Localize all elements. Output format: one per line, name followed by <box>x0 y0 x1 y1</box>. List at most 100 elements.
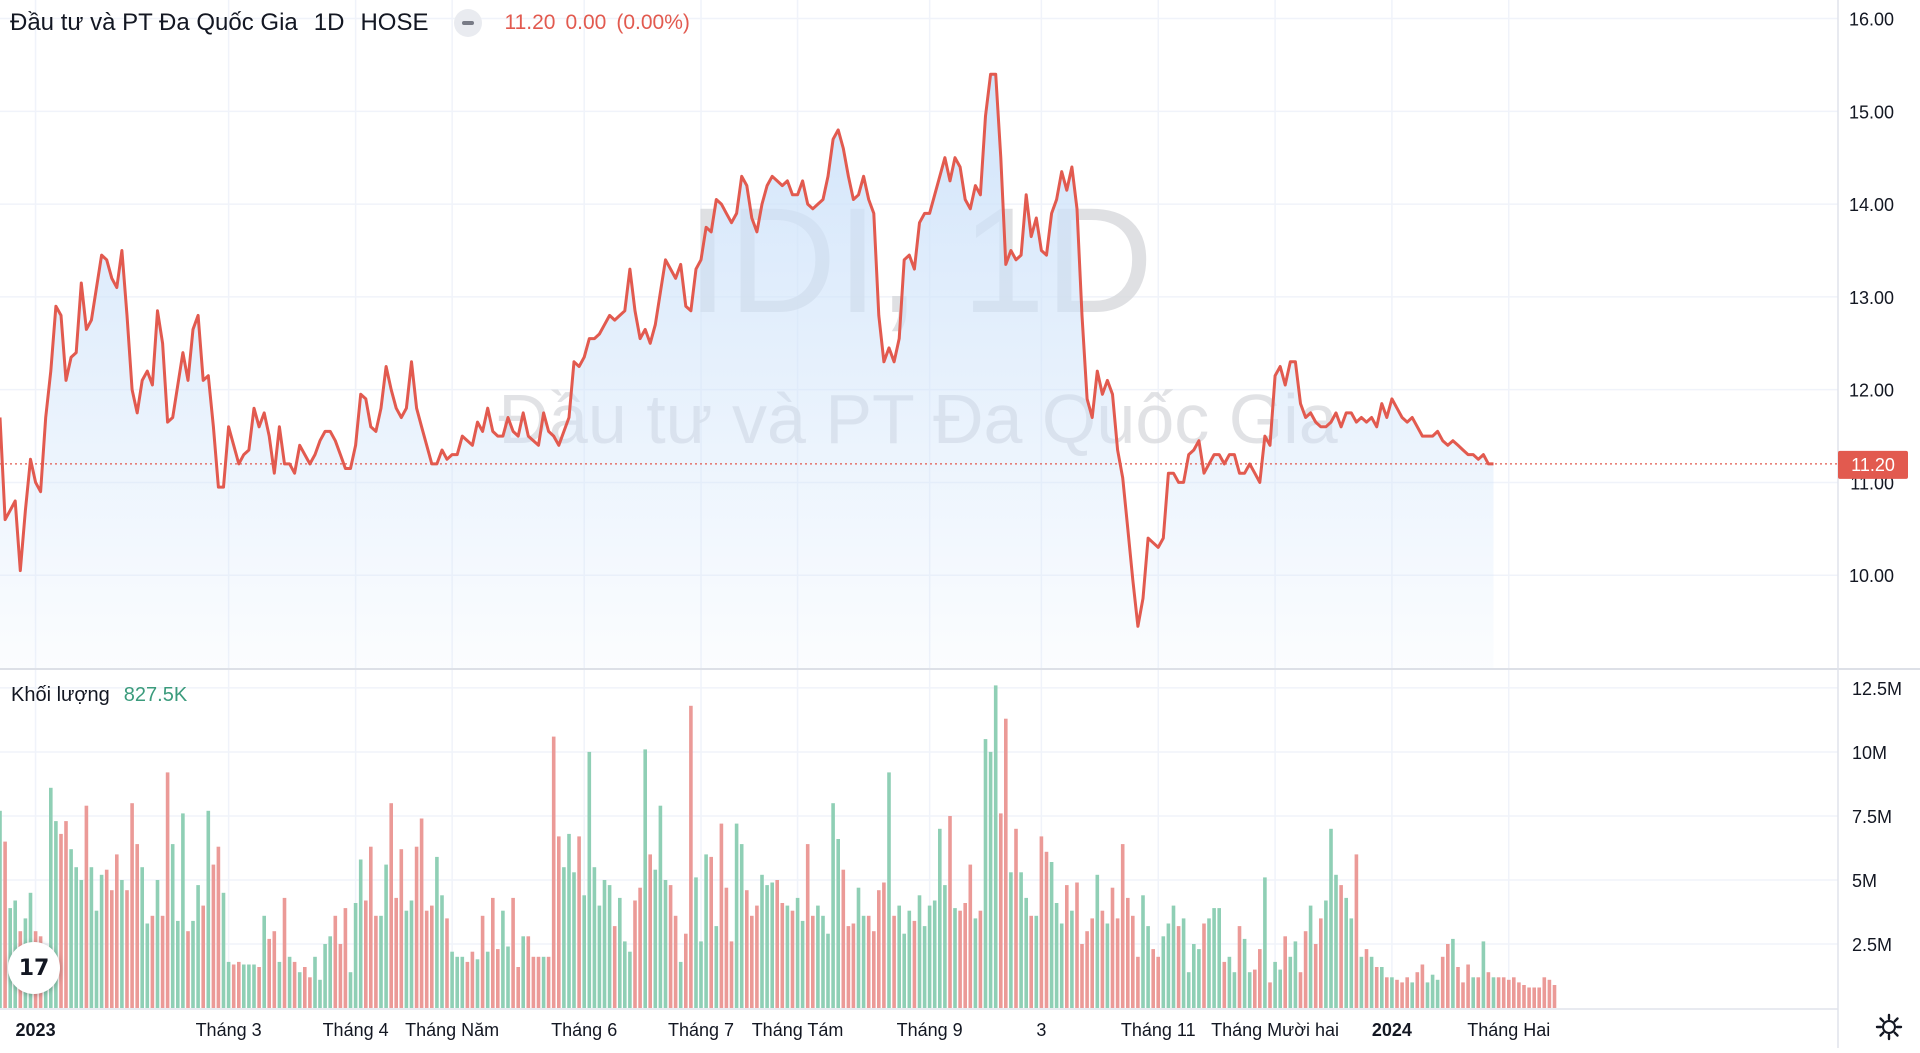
volume-bar <box>760 874 764 1008</box>
volume-bar <box>419 818 424 1008</box>
volume-bar <box>1151 949 1155 1008</box>
volume-bar <box>1019 872 1023 1008</box>
volume-bar <box>257 967 261 1008</box>
volume-bar <box>1395 979 1399 1008</box>
volume-bar <box>531 956 536 1008</box>
volume-bar <box>364 900 368 1008</box>
volume-bar <box>602 880 607 1008</box>
volume-bar <box>74 867 78 1008</box>
volume-bar <box>1065 885 1069 1008</box>
volume-bar <box>1024 897 1028 1008</box>
volume-bar <box>755 905 759 1008</box>
volume-bar <box>69 849 73 1008</box>
exchange-label: HOSE <box>360 9 429 36</box>
volume-bar <box>1247 972 1252 1008</box>
collapse-minus-icon[interactable] <box>454 9 483 37</box>
volume-bar <box>196 885 200 1008</box>
time-x-tick-label: 2023 <box>16 1020 56 1040</box>
volume-bar <box>775 880 779 1008</box>
volume-bar <box>927 905 932 1008</box>
volume-bar <box>1009 872 1013 1008</box>
volume-bar <box>795 897 800 1008</box>
volume-bar <box>943 885 947 1008</box>
time-x-tick-label: Tháng 9 <box>897 1020 963 1040</box>
volume-bar <box>638 887 642 1008</box>
volume-bar <box>1369 956 1374 1008</box>
volume-bar <box>140 867 144 1008</box>
volume-bar <box>851 923 856 1008</box>
tradingview-logo-icon[interactable]: 17 <box>8 942 60 994</box>
volume-bar <box>1080 944 1084 1008</box>
volume-bar <box>653 869 658 1008</box>
volume-bar <box>1512 977 1516 1008</box>
last-price-tag: 11.20 <box>1838 450 1908 479</box>
volume-bar <box>1344 897 1348 1008</box>
volume-bar <box>811 915 815 1008</box>
volume-bar <box>237 961 241 1008</box>
volume-bar <box>648 854 652 1008</box>
volume-bar <box>485 951 490 1008</box>
volume-bar <box>511 897 515 1008</box>
volume-bar <box>668 885 673 1008</box>
volume-bar <box>1334 874 1338 1008</box>
volume-bar <box>216 846 221 1008</box>
volume-bar <box>633 900 637 1008</box>
volume-bar <box>607 885 612 1008</box>
volume-y-tick-label: 10M <box>1852 743 1887 763</box>
volume-bar <box>1141 895 1145 1008</box>
price-change-pct: (0.00%) <box>616 11 690 34</box>
volume-bar <box>729 941 734 1008</box>
volume-bar <box>1004 718 1008 1008</box>
volume-bar <box>938 828 942 1008</box>
time-x-tick-label: Tháng 11 <box>1121 1020 1196 1040</box>
volume-bar <box>1166 923 1171 1008</box>
symbol-title[interactable]: Đầu tư và PT Đa Quốc Gia <box>10 9 298 36</box>
volume-bar <box>130 803 134 1008</box>
volume-bar <box>186 931 190 1008</box>
time-x-tick-label: Tháng 4 <box>323 1020 389 1040</box>
time-x-tick-label: 3 <box>1036 1020 1046 1040</box>
volume-bar <box>1029 915 1033 1008</box>
volume-bar <box>1232 972 1237 1008</box>
volume-bar <box>59 833 63 1008</box>
volume-bar <box>1268 982 1272 1008</box>
volume-bar <box>856 887 861 1008</box>
volume-bar <box>1380 967 1384 1008</box>
volume-bar <box>973 918 978 1008</box>
volume-bar <box>1501 977 1506 1008</box>
volume-bar <box>313 956 317 1008</box>
volume-bar <box>699 941 703 1008</box>
volume-bar <box>780 903 785 1008</box>
interval-label[interactable]: 1D <box>313 9 345 36</box>
volume-bar <box>430 905 434 1008</box>
volume-bar <box>1100 910 1105 1008</box>
volume-bar <box>0 810 2 1008</box>
gear-icon[interactable] <box>1874 1012 1904 1042</box>
time-x-tick-label: Tháng 6 <box>551 1020 617 1040</box>
volume-bar <box>1126 897 1130 1008</box>
volume-bar <box>826 933 830 1008</box>
volume-bar <box>1400 982 1404 1008</box>
volume-bar <box>1192 944 1196 1008</box>
time-x-tick-label: Tháng 7 <box>668 1020 734 1040</box>
volume-bar <box>455 956 459 1008</box>
volume-bar <box>1298 972 1303 1008</box>
volume-bar <box>1115 918 1120 1008</box>
volume-y-tick-label: 2.5M <box>1852 935 1892 955</box>
volume-bar <box>297 972 302 1008</box>
volume-bar <box>1354 854 1359 1008</box>
volume-bar <box>460 956 465 1008</box>
volume-bar <box>551 736 556 1008</box>
volume-bar <box>1273 961 1277 1008</box>
volume-bar <box>567 833 571 1008</box>
volume-bar <box>516 967 520 1008</box>
volume-bar <box>89 867 94 1008</box>
volume-bar <box>64 821 68 1008</box>
volume-bar <box>110 890 114 1008</box>
volume-bar <box>1070 910 1074 1008</box>
volume-bar <box>536 956 541 1008</box>
volume-bar <box>658 805 663 1008</box>
volume-bar <box>318 979 322 1008</box>
